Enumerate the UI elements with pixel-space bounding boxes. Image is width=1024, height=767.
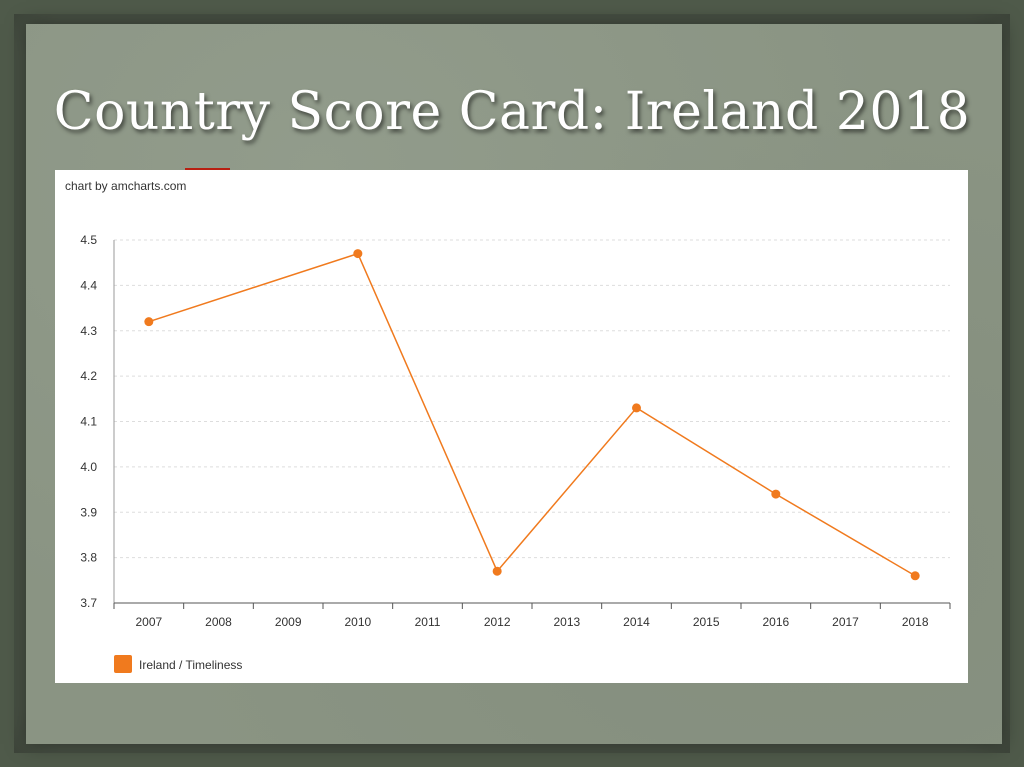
x-tick-label: 2011 <box>415 615 441 629</box>
x-tick-label: 2012 <box>484 615 511 629</box>
y-tick-label: 4.1 <box>80 415 97 429</box>
x-tick-label: 2010 <box>344 615 371 629</box>
x-tick-label: 2014 <box>623 615 650 629</box>
chart-credit: chart by amcharts.com <box>65 179 187 193</box>
x-tick-label: 2017 <box>832 615 859 629</box>
x-tick-label: 2007 <box>135 615 162 629</box>
chart-panel: chart by amcharts.com 3.7 3.8 3.9 4.0 4.1 4.2… <box>55 170 968 683</box>
x-tick-label: 2015 <box>693 615 720 629</box>
data-point <box>492 566 502 576</box>
data-point <box>632 403 641 413</box>
data-point <box>144 317 154 327</box>
line-chart: 3.7 3.8 3.9 4.0 4.1 4.2 4.3 4.4 4.5 2007 2008 2009 2… <box>80 233 951 673</box>
data-point <box>771 489 781 499</box>
y-tick-label: 4.5 <box>80 233 97 247</box>
data-point <box>353 249 363 259</box>
x-tick-label: 2009 <box>275 615 302 629</box>
y-tick-label: 3.8 <box>80 551 97 565</box>
x-tick-label: 2008 <box>205 615 232 629</box>
x-tick-label: 2013 <box>553 615 580 629</box>
legend-swatch <box>114 655 132 673</box>
y-tick-label: 4.4 <box>80 278 97 292</box>
y-tick-label: 4.0 <box>80 460 97 474</box>
y-tick-label: 4.3 <box>80 324 97 338</box>
legend-label: Ireland / Timeliness <box>139 658 242 672</box>
y-tick-label: 4.2 <box>80 369 97 383</box>
y-tick-label: 3.7 <box>80 596 97 610</box>
data-point <box>910 571 920 581</box>
x-tick-label: 2018 <box>902 615 929 629</box>
y-tick-label: 3.9 <box>80 505 97 519</box>
slide-title: Country Score Card: Ireland 2018 <box>53 82 971 142</box>
x-tick-label: 2016 <box>762 615 789 629</box>
series-line <box>148 252 916 577</box>
